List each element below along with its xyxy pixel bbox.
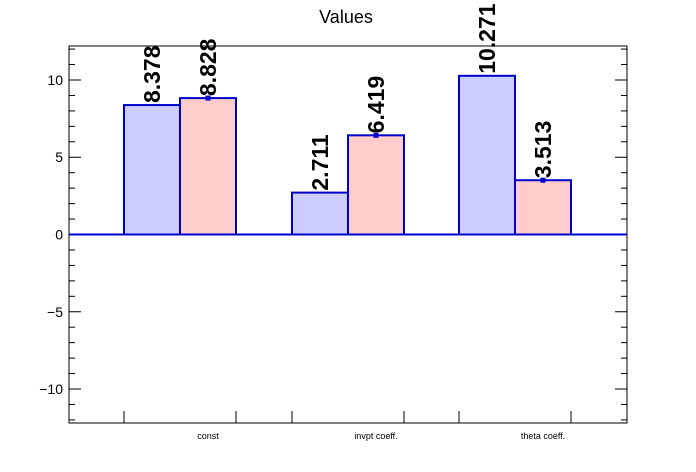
x-category-label: theta coeff. [521,431,565,441]
x-category-label: invpt coeff. [354,431,397,441]
data-label: 8.828 [195,38,221,96]
data-label: 6.419 [363,76,389,134]
bar [179,97,237,236]
bar [514,179,572,236]
bar [123,104,181,236]
bar [458,74,516,236]
bar [347,134,405,236]
error-marker [373,132,379,138]
x-category-label: const [197,431,219,441]
error-marker [540,177,546,183]
plot-area: −10 −5 0 5 10 const 8.378 8.828 invpt coeff. 2.71… [39,3,628,441]
y-tick-label: 0 [55,227,63,243]
error-marker [205,95,211,101]
y-tick-label: 5 [55,149,63,165]
y-tick-label: −10 [39,381,63,397]
data-label: 3.513 [530,121,556,179]
data-label: 2.711 [307,134,333,190]
y-tick-label: 10 [47,72,63,88]
bar [291,191,349,236]
data-label: 10.271 [474,3,500,74]
y-tick-label: −5 [47,304,63,320]
data-label: 8.378 [139,45,165,103]
chart-title: Values [319,7,373,27]
